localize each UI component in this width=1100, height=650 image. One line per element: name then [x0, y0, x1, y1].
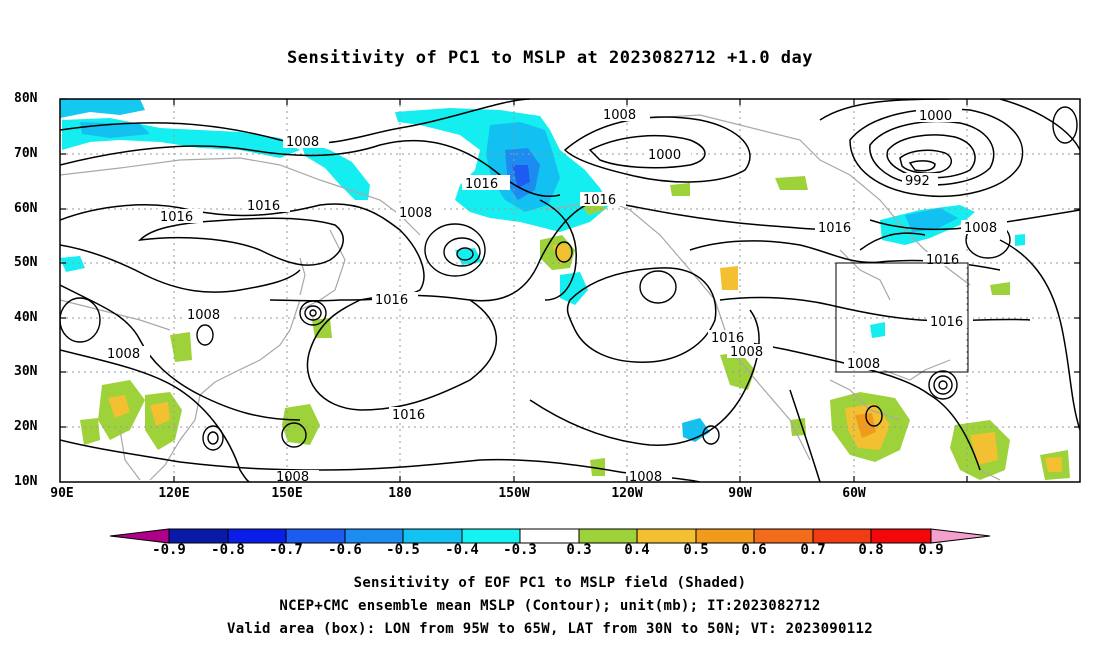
coastlines [60, 109, 1001, 481]
colorbar-cell [870, 528, 932, 544]
colorbar-high-arrow [930, 528, 991, 544]
label-1008-east-china: 1008 [107, 347, 140, 362]
colorbar-cell [344, 528, 404, 544]
lon-label-120w: 120W [611, 486, 643, 501]
label-1008-aleutian: 1008 [399, 206, 432, 221]
lon-label-150w: 150W [498, 486, 530, 501]
label-1016-east-us: 1016 [930, 315, 963, 330]
negative-sensitivity-shading [60, 99, 1025, 442]
label-1008-pacific-north: 1008 [603, 108, 636, 123]
colorbar-cell [578, 528, 638, 544]
lat-label-10n: 10N [14, 474, 38, 489]
colorbar-low-arrow [109, 528, 170, 544]
lon-label-180: 180 [388, 486, 412, 501]
label-1000-alaska: 1000 [648, 148, 681, 163]
label-1016-west-us: 1016 [711, 331, 744, 346]
axis-ticks [60, 98, 1080, 482]
colorbar-cell [402, 528, 463, 544]
colorbar-label: -0.8 [211, 542, 245, 558]
colorbar-label: 0.5 [683, 542, 709, 558]
lat-label-40n: 40N [14, 310, 38, 325]
colorbar-cell [636, 528, 697, 544]
colorbar-label: -0.3 [503, 542, 537, 558]
lon-label-90e: 90E [50, 486, 74, 501]
colorbar-label: 0.7 [800, 542, 826, 558]
colorbar [109, 528, 991, 544]
lon-label-90w: 90W [728, 486, 752, 501]
colorbar-label: 0.9 [918, 542, 944, 558]
colorbar-label: 0.6 [741, 542, 767, 558]
label-1016-bering: 1016 [465, 177, 498, 192]
colorbar-cell [285, 528, 346, 544]
label-1016-subtropical: 1016 [392, 408, 425, 423]
colorbar-cell [753, 528, 814, 544]
label-1008-california: 1008 [730, 345, 763, 360]
colorbar-label: 0.3 [566, 542, 592, 558]
lat-label-20n: 20N [14, 419, 38, 434]
colorbar-label: 0.8 [858, 542, 884, 558]
valid-area-box [835, 262, 969, 373]
colorbar-label: -0.4 [445, 542, 479, 558]
lat-label-70n: 70N [14, 146, 38, 161]
map-title: Sensitivity of PC1 to MSLP at 2023082712… [286, 48, 813, 68]
lat-label-50n: 50N [14, 255, 38, 270]
colorbar-label: -0.6 [328, 542, 362, 558]
caption-line-1: Sensitivity of EOF PC1 to MSLP field (Sh… [353, 575, 747, 591]
label-1008-china: 1008 [187, 308, 220, 323]
colorbar-cell [812, 528, 872, 544]
label-1008-east-pacific-south: 1008 [629, 470, 662, 485]
lon-label-120e: 120E [158, 486, 190, 501]
lat-label-30n: 30N [14, 364, 38, 379]
lat-label-60n: 60N [14, 201, 38, 216]
lon-label-150e: 150E [271, 486, 303, 501]
closed-low-centers [60, 106, 1078, 451]
label-1016-hudson: 1016 [818, 221, 851, 236]
label-1000-greenland: 1000 [919, 109, 952, 124]
label-1008-siberia: 1008 [286, 135, 319, 150]
colorbar-cell [227, 528, 287, 544]
label-1016-great-lakes: 1016 [926, 253, 959, 268]
lat-label-80n: 80N [14, 91, 38, 106]
label-1008-west-pacific-south: 1008 [276, 470, 309, 485]
label-1016-north-pacific: 1016 [375, 293, 408, 308]
label-1016-okhotsk: 1016 [247, 199, 280, 214]
map-frame [59, 98, 1081, 483]
colorbar-label: -0.7 [269, 542, 303, 558]
label-1008-labrador: 1008 [964, 221, 997, 236]
caption-line-2: NCEP+CMC ensemble mean MSLP (Contour); u… [279, 598, 821, 614]
colorbar-label: -0.9 [152, 542, 186, 558]
contour-label-group: 1008 1000 1016 1008 1016 1016 1008 1016 … [104, 107, 1007, 485]
colorbar-label: 0.4 [624, 542, 650, 558]
caption-line-3: Valid area (box): LON from 95W to 65W, L… [227, 621, 873, 637]
colorbar-cell [168, 528, 229, 544]
colorbar-cell [461, 528, 521, 544]
colorbar-cell [695, 528, 755, 544]
colorbar-cell [519, 528, 580, 544]
colorbar-label: -0.5 [386, 542, 420, 558]
positive-sensitivity-shading [80, 176, 1070, 480]
label-1008-gulf: 1008 [847, 357, 880, 372]
label-992-greenland-low: 992 [905, 174, 930, 189]
lon-label-60w: 60W [842, 486, 866, 501]
label-1016-gulf-alaska: 1016 [583, 193, 616, 208]
label-1016-mongolia: 1016 [160, 210, 193, 225]
